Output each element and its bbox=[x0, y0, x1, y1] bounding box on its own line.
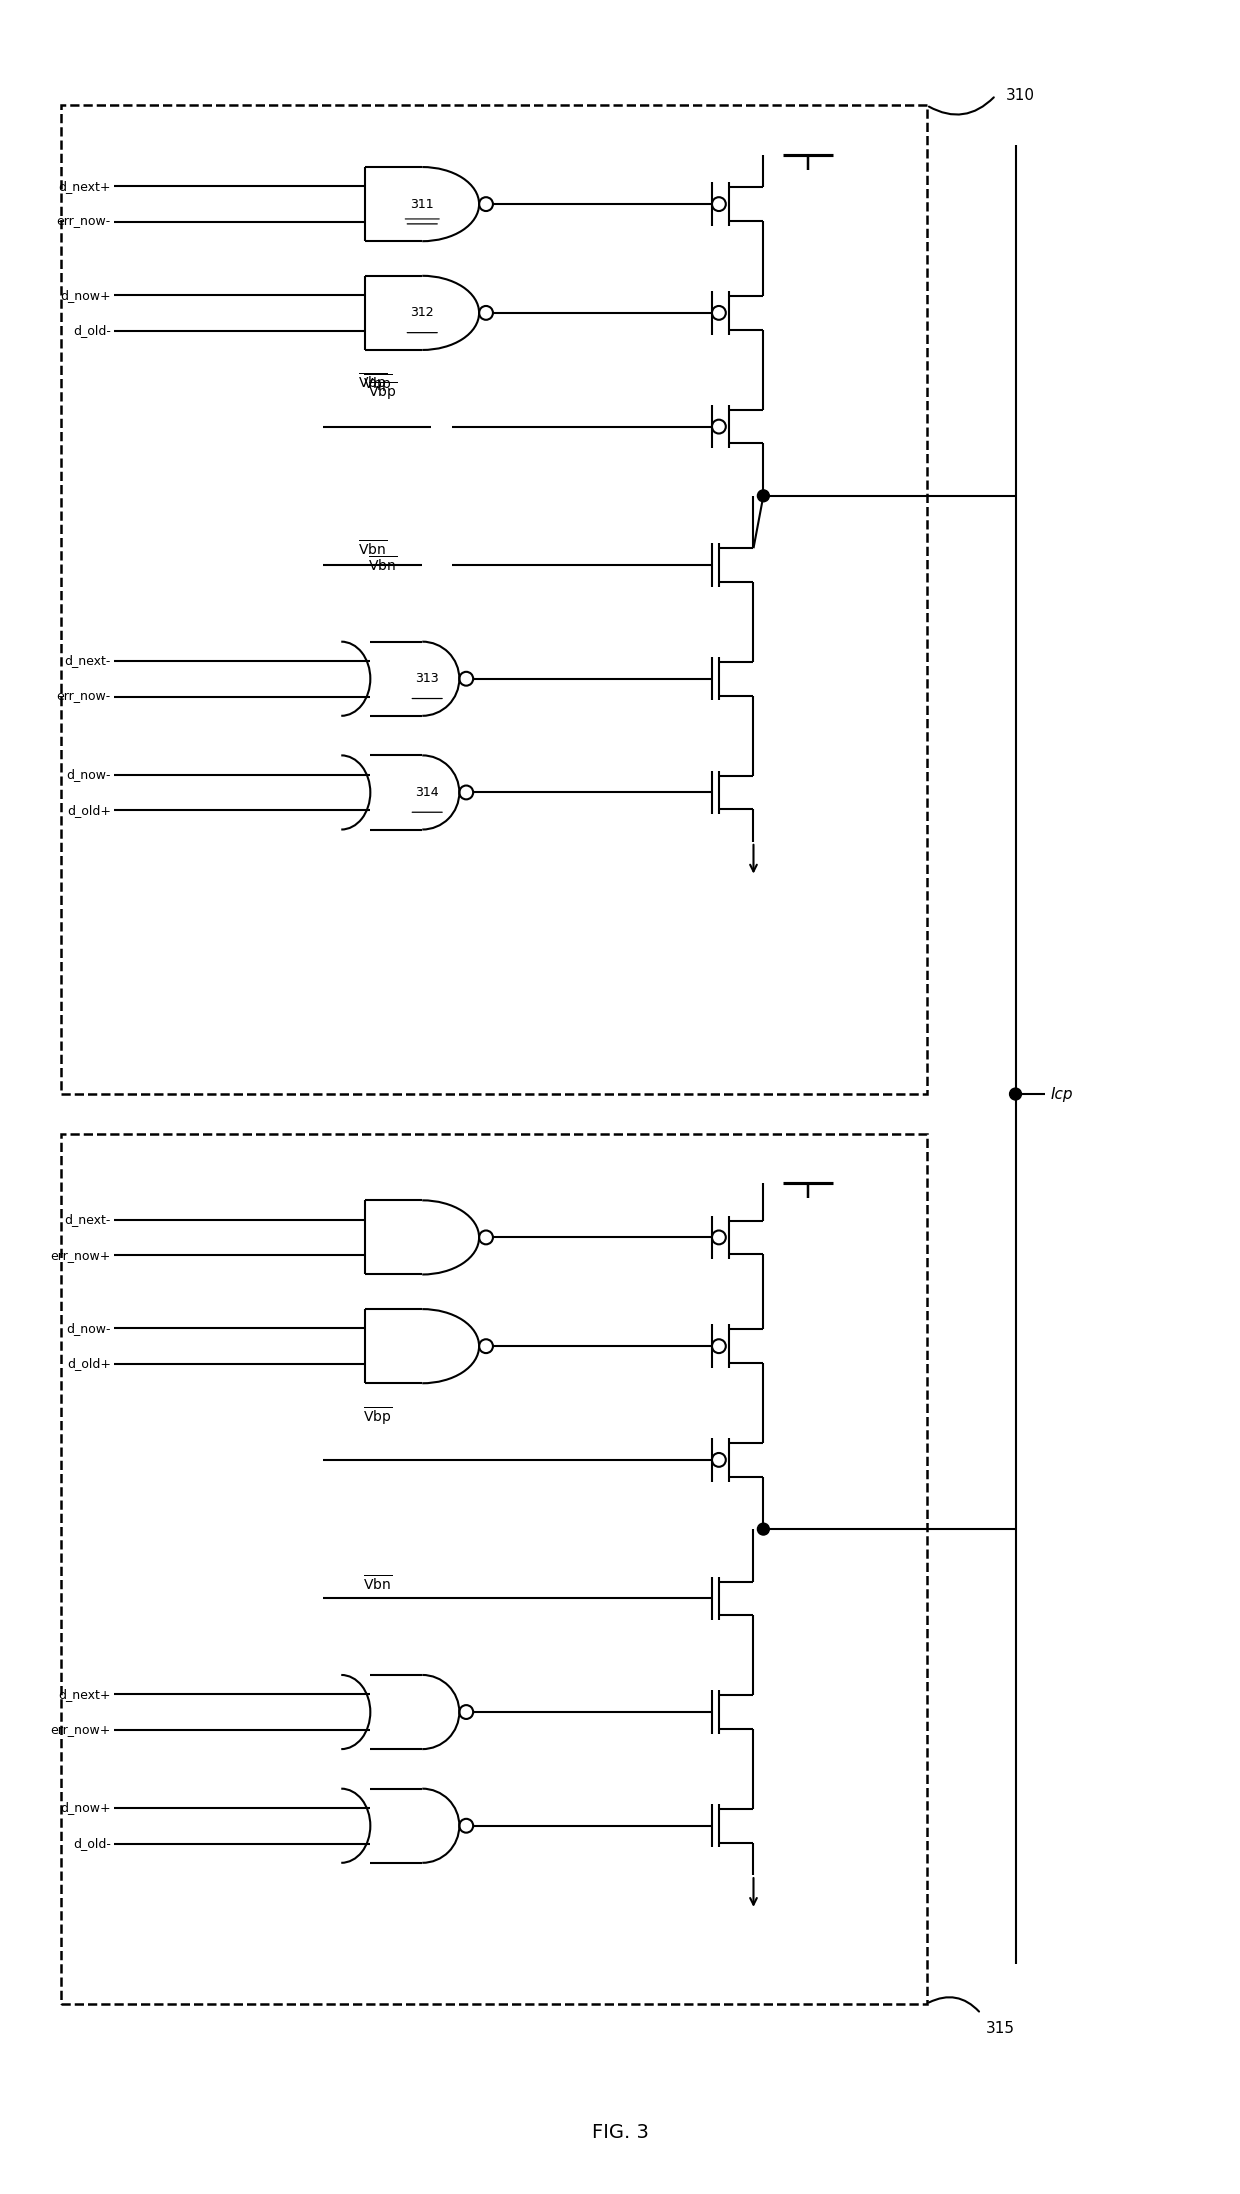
Text: err_now-: err_now- bbox=[57, 691, 110, 702]
FancyArrowPatch shape bbox=[929, 97, 993, 114]
Text: 310: 310 bbox=[1006, 88, 1034, 103]
Circle shape bbox=[758, 1523, 769, 1536]
Text: err_now-: err_now- bbox=[57, 215, 110, 228]
Text: d_now+: d_now+ bbox=[61, 290, 110, 301]
Circle shape bbox=[1009, 1088, 1022, 1099]
FancyArrowPatch shape bbox=[929, 1997, 980, 2012]
Text: 312: 312 bbox=[410, 307, 434, 320]
Text: d_now+: d_now+ bbox=[61, 1801, 110, 1814]
Text: 313: 313 bbox=[415, 671, 439, 685]
Text: 311: 311 bbox=[410, 197, 434, 211]
Text: $\overline{\mathrm{Vbn}}$: $\overline{\mathrm{Vbn}}$ bbox=[363, 1573, 392, 1593]
Text: d_next+: d_next+ bbox=[58, 180, 110, 193]
Text: 315: 315 bbox=[986, 2021, 1014, 2036]
Text: 311: 311 bbox=[410, 197, 434, 211]
Text: 312: 312 bbox=[410, 307, 434, 320]
Text: 314: 314 bbox=[415, 785, 439, 799]
Text: $\overline{\mathrm{Vbp}}$: $\overline{\mathrm{Vbp}}$ bbox=[368, 382, 397, 404]
Text: 313: 313 bbox=[415, 671, 439, 685]
Text: err_now+: err_now+ bbox=[51, 1722, 110, 1735]
Circle shape bbox=[758, 489, 769, 502]
Text: err_now+: err_now+ bbox=[51, 1248, 110, 1262]
Text: $\overline{\mathrm{Vbn}}$: $\overline{\mathrm{Vbn}}$ bbox=[358, 540, 387, 557]
Text: d_old+: d_old+ bbox=[67, 1358, 110, 1371]
Text: 312: 312 bbox=[410, 307, 434, 320]
Text: d_old+: d_old+ bbox=[67, 803, 110, 816]
Text: d_next-: d_next- bbox=[64, 654, 110, 667]
Text: 311: 311 bbox=[410, 197, 434, 211]
Text: 313: 313 bbox=[415, 671, 439, 685]
Text: d_now-: d_now- bbox=[66, 1321, 110, 1334]
Text: $\overline{\mathrm{Vbp}}$: $\overline{\mathrm{Vbp}}$ bbox=[358, 371, 387, 395]
Text: 314: 314 bbox=[415, 785, 439, 799]
Text: d_next+: d_next+ bbox=[58, 1687, 110, 1700]
Text: d_old-: d_old- bbox=[73, 325, 110, 338]
Text: d_old-: d_old- bbox=[73, 1836, 110, 1850]
Text: $\overline{\mathrm{Vbp}}$: $\overline{\mathrm{Vbp}}$ bbox=[363, 373, 392, 395]
Text: Icp: Icp bbox=[1050, 1086, 1073, 1101]
Text: 314: 314 bbox=[415, 785, 439, 799]
Text: FIG. 3: FIG. 3 bbox=[591, 2124, 649, 2141]
Text: $\overline{\mathrm{Vbn}}$: $\overline{\mathrm{Vbn}}$ bbox=[368, 555, 397, 575]
Text: d_next-: d_next- bbox=[64, 1213, 110, 1226]
Text: $\overline{\mathrm{Vbp}}$: $\overline{\mathrm{Vbp}}$ bbox=[363, 1406, 392, 1428]
Text: d_now-: d_now- bbox=[66, 768, 110, 781]
